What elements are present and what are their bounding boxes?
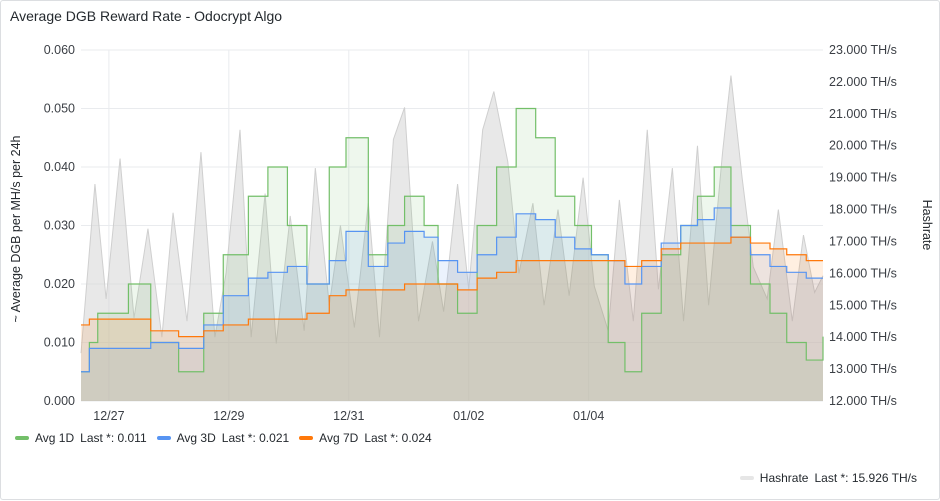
y-right-tick-label: 17.000 TH/s (829, 234, 897, 248)
legend-label: Avg 1D (35, 431, 75, 445)
panel-title[interactable]: Average DGB Reward Rate - Odocrypt Algo (10, 8, 283, 24)
y-left-tick-label: 0.040 (44, 160, 75, 174)
x-tick-label: 12/29 (213, 409, 244, 423)
y-right-tick-label: 14.000 TH/s (829, 330, 897, 344)
x-axis-ticks: 12/27 12/29 12/31 01/02 01/04 (93, 409, 604, 423)
legend-item-avg-3d[interactable]: Avg 3D Last *: 0.021 (156, 431, 290, 445)
series-lines (81, 107, 824, 373)
y-right-tick-label: 15.000 TH/s (829, 298, 897, 312)
legend-swatch-avg-1d (15, 436, 29, 440)
y-left-tick-label: 0.030 (44, 219, 75, 233)
legend-stat: Last *: 15.926 TH/s (814, 471, 917, 485)
series-area-avg-1d (81, 108, 823, 401)
y-right-tick-label: 19.000 TH/s (829, 171, 897, 185)
legend-stat: Last *: 0.011 (80, 431, 147, 445)
legend-label: Avg 3D (176, 431, 216, 445)
legend-label: Hashrate (759, 471, 809, 485)
series-area-avg-3d (81, 207, 823, 401)
y-right-tick-label: 16.000 TH/s (829, 266, 897, 280)
y-left-tick-label: 0.060 (44, 43, 75, 57)
series-areas (81, 108, 823, 401)
legend-swatch-avg-7d (299, 436, 314, 440)
right-axis-ticks: 12.000 TH/s 13.000 TH/s 14.000 TH/s 15.000 … (829, 43, 897, 408)
y-left-tick-label: 0.000 (44, 394, 75, 408)
x-tick-label: 12/31 (333, 409, 364, 423)
legend-item-avg-1d[interactable]: Avg 1D Last *: 0.011 (15, 431, 147, 445)
y-right-tick-label: 21.000 TH/s (829, 107, 897, 121)
series-line-avg-7d (81, 236, 823, 338)
legend-swatch-hashrate (739, 476, 754, 480)
hashrate-line (80, 75, 824, 354)
y-left-tick-label: 0.050 (44, 102, 75, 116)
series-line-avg-3d (81, 207, 823, 373)
legend-stat: Last *: 0.021 (221, 431, 290, 445)
y-right-tick-label: 22.000 TH/s (829, 75, 897, 89)
y-right-tick-label: 13.000 TH/s (829, 362, 897, 376)
legend-stat: Last *: 0.024 (364, 431, 432, 445)
y-left-tick-label: 0.020 (44, 277, 75, 291)
legend-item-hashrate[interactable]: Hashrate Last *: 15.926 TH/s (739, 471, 917, 485)
x-tick-label: 01/02 (453, 409, 484, 423)
legend-swatch-avg-3d (156, 436, 171, 440)
left-axis-ticks: 0.000 0.010 0.020 0.030 0.040 0.050 0.060 (44, 43, 75, 408)
series-area-avg-7d (81, 237, 823, 401)
y-left-tick-label: 0.010 (44, 336, 75, 350)
legend-label: Avg 7D (319, 431, 359, 445)
legend: Avg 1D Last *: 0.011 Avg 3D Last *: 0.02… (15, 431, 432, 445)
x-tick-label: 01/04 (573, 409, 604, 423)
y-right-tick-label: 20.000 TH/s (829, 139, 897, 153)
x-tick-label: 12/27 (93, 409, 124, 423)
y-right-tick-label: 12.000 TH/s (829, 394, 897, 408)
y-left-axis-label: ~ Average DGB per MH/s per 24h (9, 135, 23, 322)
y-right-axis-label: Hashrate (920, 200, 934, 251)
y-right-tick-label: 23.000 TH/s (829, 43, 897, 57)
y-right-tick-label: 18.000 TH/s (829, 203, 897, 217)
legend-item-avg-7d[interactable]: Avg 7D Last *: 0.024 (299, 431, 432, 445)
